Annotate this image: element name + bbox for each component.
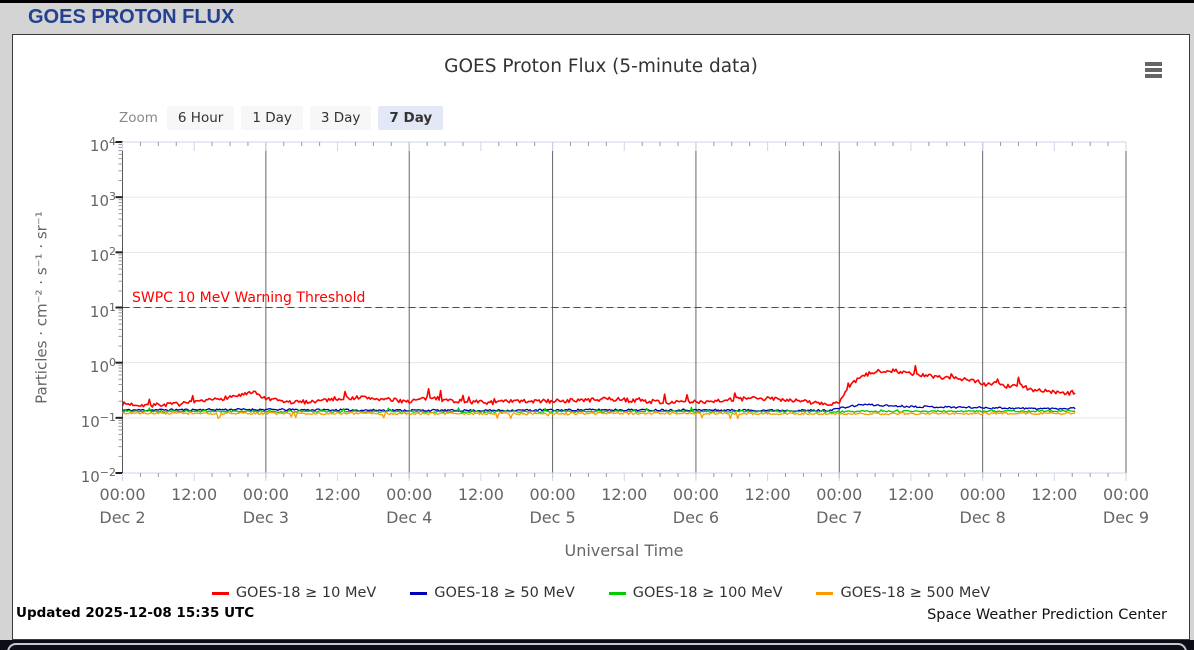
- series-line-goes-18-100-mev: [122, 406, 1076, 414]
- x-tick-label: 12:00: [171, 485, 218, 504]
- page-title: GOES PROTON FLUX: [28, 6, 235, 28]
- x-date-label: Dec 6: [672, 508, 720, 527]
- x-date-label: Dec 7: [816, 508, 863, 527]
- x-date-label: Dec 5: [529, 508, 576, 527]
- legend-item-goes-18-10-mev[interactable]: GOES-18 ≥ 10 MeV: [211, 585, 377, 601]
- y-tick-label: 10−2: [80, 466, 116, 486]
- y-tick-label: 103: [89, 190, 116, 211]
- top-border-line: [0, 0, 1194, 3]
- x-date-label: Dec 2: [99, 508, 146, 527]
- plot-area[interactable]: [13, 35, 1189, 639]
- legend-label: GOES-18 ≥ 50 MeV: [434, 585, 575, 601]
- y-tick-label: 10−1: [80, 410, 116, 431]
- legend-item-goes-18-100-mev[interactable]: GOES-18 ≥ 100 MeV: [608, 585, 783, 601]
- zoom-label: Zoom: [119, 109, 158, 126]
- y-tick-label: 100: [89, 355, 116, 376]
- legend-item-goes-18-50-mev[interactable]: GOES-18 ≥ 50 MeV: [410, 585, 575, 601]
- x-tick-label: 00:00: [959, 485, 1006, 504]
- legend-swatch: [211, 591, 229, 595]
- legend-item-goes-18-500-mev[interactable]: GOES-18 ≥ 500 MeV: [816, 585, 990, 601]
- range-button-1-day[interactable]: 1 Day: [241, 105, 303, 130]
- x-tick-label: 00:00: [242, 485, 289, 504]
- x-date-label: Dec 3: [242, 508, 289, 527]
- range-button-3-day[interactable]: 3 Day: [309, 105, 372, 130]
- x-tick-label: 00:00: [1102, 485, 1150, 504]
- x-tick-label: 12:00: [744, 485, 791, 504]
- y-tick-label: 104: [89, 135, 116, 155]
- x-date-label: Dec 8: [959, 508, 1006, 527]
- legend-swatch: [816, 591, 834, 595]
- chart-context-menu-button[interactable]: [1143, 60, 1165, 80]
- hamburger-icon: [1145, 62, 1162, 66]
- x-tick-label: 00:00: [672, 485, 719, 504]
- range-button-7-day[interactable]: 7 Day: [378, 105, 444, 130]
- x-tick-label: 12:00: [314, 485, 361, 504]
- header-bar: GOES PROTON FLUX: [0, 3, 1194, 34]
- x-tick-label: 00:00: [529, 485, 576, 504]
- x-tick-label: 12:00: [887, 485, 934, 504]
- legend-swatch: [608, 591, 626, 595]
- range-selector: Zoom 6 Hour 1 Day 3 Day 7 Day: [119, 105, 444, 130]
- y-tick-label: 102: [89, 245, 116, 266]
- legend-swatch: [410, 591, 428, 595]
- bottom-bar: [0, 640, 1194, 650]
- x-axis-title: Universal Time: [564, 541, 684, 560]
- legend-label: GOES-18 ≥ 10 MeV: [235, 585, 377, 601]
- threshold-label: SWPC 10 MeV Warning Threshold: [132, 289, 366, 306]
- y-tick-label: 101: [89, 300, 116, 321]
- x-date-label: Dec 4: [386, 508, 433, 527]
- x-tick-label: 12:00: [457, 485, 504, 504]
- x-tick-label: 12:00: [1031, 485, 1078, 504]
- x-date-label: Dec 9: [1102, 508, 1150, 527]
- legend: GOES-18 ≥ 10 MeV GOES-18 ≥ 50 MeV GOES-18 …: [13, 585, 1189, 601]
- x-tick-label: 00:00: [99, 485, 146, 504]
- x-tick-label: 00:00: [816, 485, 863, 504]
- series-line-goes-18-10-mev: [122, 364, 1076, 408]
- swpc-credit: Space Weather Prediction Center: [927, 607, 1167, 623]
- range-button-6-hour[interactable]: 6 Hour: [166, 105, 235, 130]
- x-tick-label: 12:00: [601, 485, 648, 504]
- legend-label: GOES-18 ≥ 500 MeV: [840, 585, 991, 601]
- chart-title: GOES Proton Flux (5-minute data): [444, 56, 758, 77]
- updated-timestamp: Updated 2025-12-08 15:35 UTC: [16, 605, 255, 621]
- chart-panel: GOES Proton Flux (5-minute data) Zoom 6 …: [12, 34, 1190, 640]
- x-tick-label: 00:00: [386, 485, 433, 504]
- next-panel-edge: [7, 643, 1187, 650]
- legend-label: GOES-18 ≥ 100 MeV: [632, 585, 783, 601]
- series-line-goes-18-500-mev: [122, 411, 1076, 420]
- series-line-goes-18-50-mev: [122, 403, 1076, 413]
